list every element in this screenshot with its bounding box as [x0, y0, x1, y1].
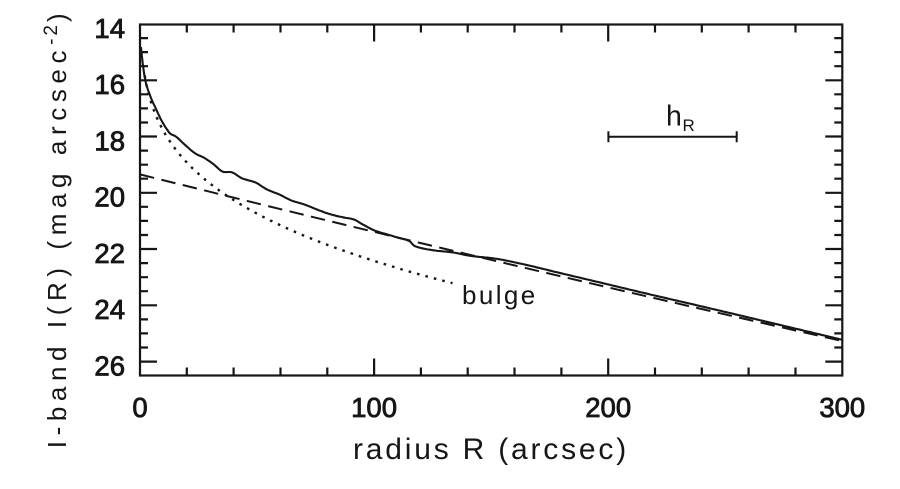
svg-text:24: 24 — [94, 294, 125, 325]
svg-text:R: R — [683, 116, 695, 135]
svg-text:16: 16 — [94, 69, 125, 100]
svg-text:100: 100 — [351, 392, 397, 423]
svg-text:300: 300 — [819, 392, 865, 423]
svg-text:bulge: bulge — [462, 280, 538, 310]
svg-text:0: 0 — [132, 392, 147, 423]
svg-text:14: 14 — [94, 13, 125, 44]
svg-text:I-band I(R) (mag arcsec-2): I-band I(R) (mag arcsec-2) — [41, 8, 72, 449]
svg-text:22: 22 — [94, 238, 125, 269]
svg-text:18: 18 — [94, 125, 125, 156]
svg-text:200: 200 — [585, 392, 631, 423]
svg-text:20: 20 — [94, 182, 125, 213]
svg-text:h: h — [666, 101, 682, 133]
svg-text:radius R (arcsec): radius R (arcsec) — [353, 433, 629, 466]
svg-text:26: 26 — [94, 350, 125, 381]
